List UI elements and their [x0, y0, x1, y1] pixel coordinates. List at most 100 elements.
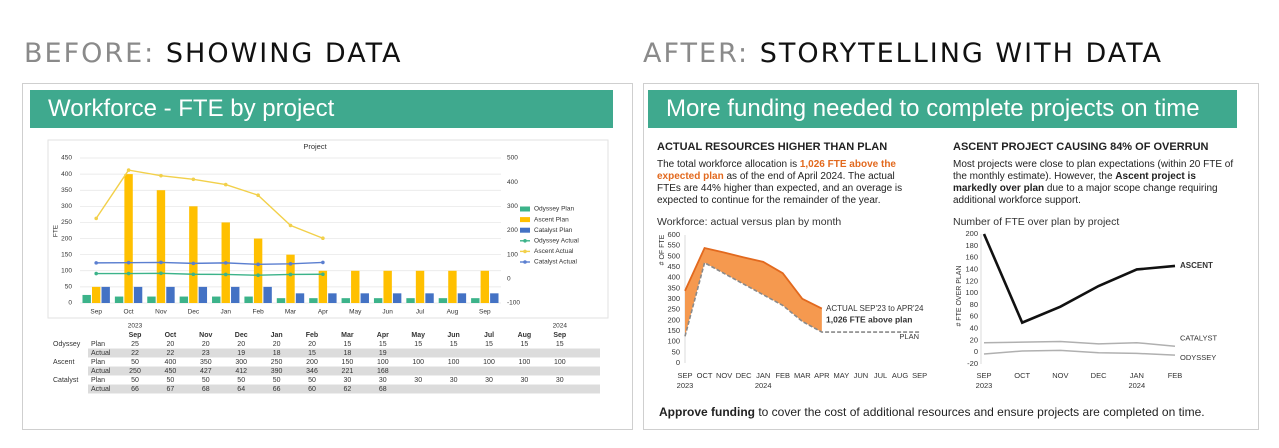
- cell: 30: [344, 377, 352, 384]
- point: [191, 261, 196, 266]
- cell: 221: [342, 368, 354, 375]
- legend-swatch: [523, 239, 527, 243]
- point: [288, 223, 293, 228]
- year-label: 2023: [976, 381, 993, 390]
- text-run: as of the end of April 2024. The actual …: [657, 171, 903, 206]
- point: [288, 262, 293, 266]
- cell: 100: [554, 359, 566, 366]
- x-tick-label: Mar: [285, 309, 297, 316]
- x-tick-label: AUG: [892, 371, 908, 380]
- y-tick-label: 40: [970, 324, 978, 333]
- x-tick-label: DEC: [1091, 371, 1107, 380]
- bar: [189, 206, 198, 303]
- column-header: Jun: [447, 332, 459, 339]
- bar: [82, 294, 91, 303]
- bar: [253, 238, 263, 303]
- series-label: ODYSSEY: [1180, 353, 1216, 362]
- bar: [101, 286, 110, 303]
- cell: 30: [450, 377, 458, 384]
- cell: 68: [202, 386, 210, 393]
- point: [223, 182, 228, 187]
- y-axis-label: FTE: [53, 224, 60, 237]
- column-header: Oct: [165, 332, 177, 339]
- cell: 450: [165, 368, 177, 375]
- bar: [276, 298, 286, 303]
- y-tick-label: 0: [676, 358, 680, 367]
- y-tick-label: 150: [667, 326, 680, 335]
- text-run: due to a major scope change requiring ad…: [953, 183, 1218, 206]
- row-label: Plan: [91, 359, 105, 366]
- y-tick-label: 350: [61, 187, 72, 194]
- cell: 346: [306, 368, 318, 375]
- header-title: SHOWING DATA: [165, 38, 403, 69]
- bar: [244, 296, 253, 303]
- cell: 250: [129, 368, 141, 375]
- series-label: CATALYST: [1180, 333, 1218, 342]
- bar: [286, 254, 295, 303]
- row-band: [88, 366, 600, 376]
- cell: 100: [448, 359, 460, 366]
- x-tick-label: Apr: [318, 309, 329, 316]
- y-tick-label: 250: [667, 305, 680, 314]
- row-band: [88, 348, 600, 358]
- y-tick-label: 150: [61, 251, 72, 258]
- line: [96, 261, 323, 266]
- cell: 100: [377, 359, 389, 366]
- text-run: The total workforce allocation is: [657, 159, 800, 170]
- bar: [415, 270, 425, 303]
- point: [94, 261, 98, 265]
- cell: 200: [306, 359, 318, 366]
- y-tick-label: 100: [61, 267, 72, 274]
- bar: [341, 298, 350, 303]
- y-tick-label: 500: [667, 251, 680, 260]
- x-tick-label: Jul: [416, 309, 425, 316]
- point: [126, 271, 131, 276]
- chart-frame: [47, 139, 609, 319]
- cell: 30: [556, 377, 564, 384]
- year-label: 2024: [755, 381, 772, 390]
- year-label: 2024: [1128, 381, 1145, 390]
- cell: 50: [273, 377, 281, 384]
- point: [321, 272, 325, 277]
- cell: 15: [379, 341, 387, 348]
- bar: [166, 286, 175, 303]
- footer: Approve funding to cover the cost of add…: [659, 405, 1205, 419]
- x-tick-label: NOV: [716, 371, 732, 380]
- line: [982, 233, 1176, 325]
- bar: [457, 293, 467, 303]
- row-label: Plan: [91, 377, 105, 384]
- legend-swatch: [520, 227, 530, 233]
- cell: 150: [342, 359, 354, 366]
- y2-tick-label: -100: [507, 300, 520, 307]
- legend-label: Catalyst Plan: [534, 227, 573, 234]
- column-header: Sep: [129, 332, 142, 339]
- x-tick-label: Oct: [124, 309, 134, 316]
- cell: 100: [519, 359, 531, 366]
- line: [684, 261, 920, 337]
- bar: [392, 293, 402, 303]
- line: [684, 246, 823, 310]
- cell: 20: [202, 341, 210, 348]
- x-tick-label: JAN: [756, 371, 770, 380]
- row-label: Actual: [91, 368, 111, 375]
- bar: [133, 286, 143, 303]
- bar: [212, 296, 221, 303]
- bar: [124, 174, 133, 303]
- banner: More funding needed to complete projects…: [648, 90, 1237, 128]
- bar: [490, 293, 499, 303]
- legend-label: Catalyst Actual: [534, 259, 578, 266]
- section-heading: ASCENT PROJECT CAUSING 84% OF OVERRUN: [953, 141, 1209, 153]
- section-heading: ACTUAL RESOURCES HIGHER THAN PLAN: [657, 141, 888, 153]
- y-tick-label: 300: [667, 294, 680, 303]
- bar: [156, 190, 166, 303]
- bar: [179, 296, 189, 303]
- row-group-label: Catalyst: [53, 377, 78, 384]
- text-run: to cover the cost of additional resource…: [755, 405, 1205, 419]
- header-label: BEFORE:: [24, 38, 156, 69]
- y2-tick-label: 0: [507, 276, 511, 283]
- cell: 67: [167, 386, 175, 393]
- text-run: Approve funding: [659, 405, 755, 419]
- paragraph: The total workforce allocation is 1,026 …: [657, 159, 915, 207]
